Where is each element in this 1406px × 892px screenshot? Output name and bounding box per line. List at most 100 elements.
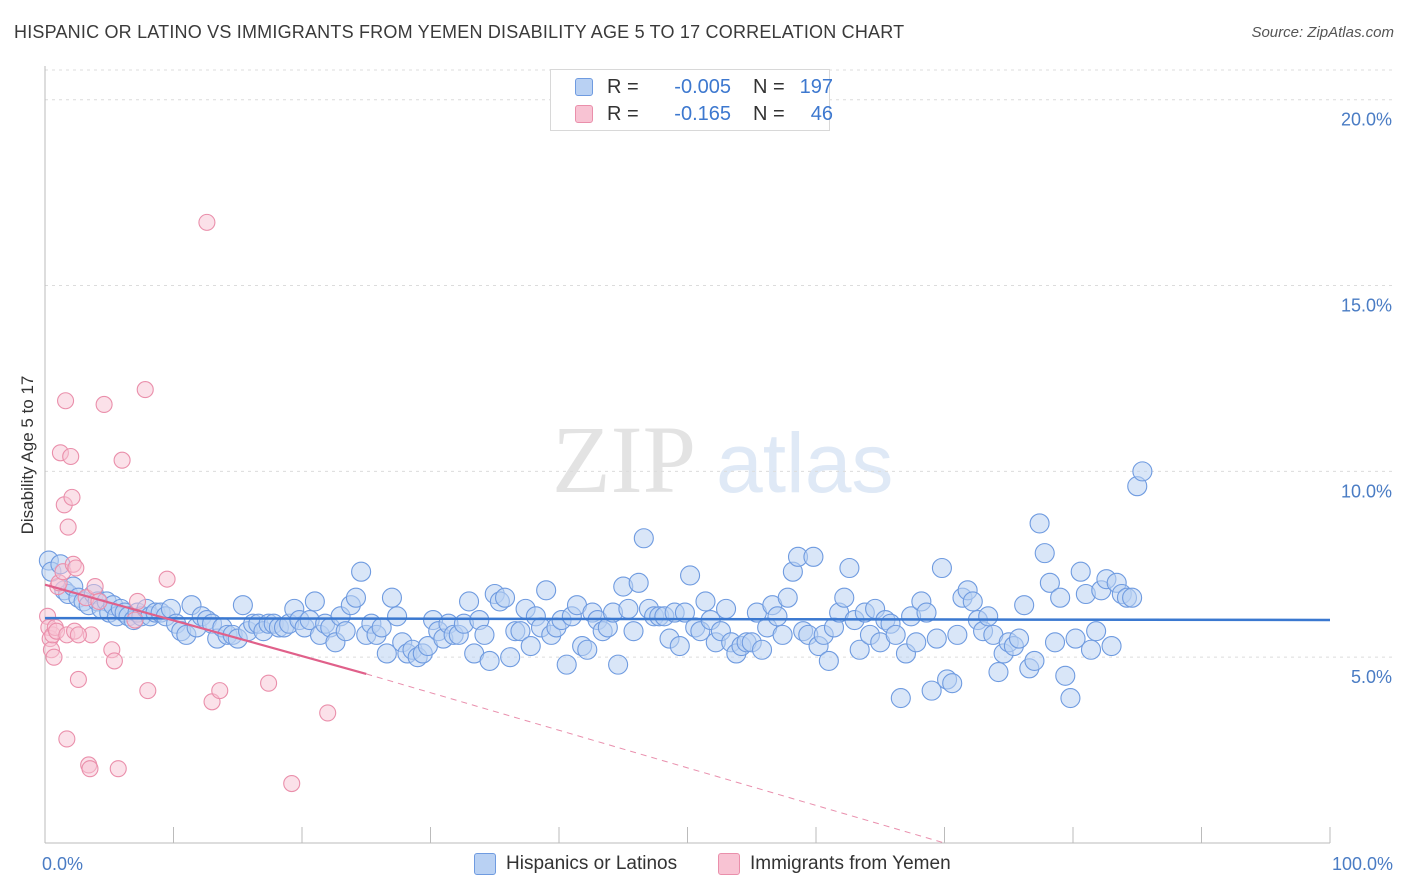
legend-r-value: -0.005 xyxy=(674,75,731,98)
point-yemen xyxy=(136,381,154,399)
point-yemen xyxy=(81,760,99,778)
legend-r-label: R = xyxy=(607,75,639,98)
point-yemen xyxy=(260,674,278,692)
point-hispanics xyxy=(906,632,927,653)
point-hispanics xyxy=(1080,639,1102,660)
point-yemen xyxy=(198,213,216,231)
point-hispanics xyxy=(818,650,839,671)
point-hispanics xyxy=(494,587,516,608)
point-hispanics xyxy=(1065,628,1086,649)
point-hispanics xyxy=(931,557,952,579)
point-hispanics xyxy=(834,587,855,608)
point-hispanics xyxy=(1014,595,1035,616)
legend-swatch-blue xyxy=(575,78,593,96)
point-yemen xyxy=(62,447,80,466)
point-hispanics xyxy=(500,647,521,668)
point-yemen xyxy=(283,774,301,793)
point-yemen xyxy=(319,704,337,722)
legend-n-value: 197 xyxy=(799,75,833,98)
x-tick-label-0: 0.0% xyxy=(42,854,83,874)
point-hispanics xyxy=(1055,665,1076,686)
stats-legend: R = -0.005 N = 197 R = -0.165 N = 46 xyxy=(550,69,833,131)
point-hispanics xyxy=(458,591,480,612)
legend-n-label: N = xyxy=(753,102,785,125)
point-hispanics xyxy=(474,624,495,645)
legend-n-label: N = xyxy=(753,75,785,98)
point-yemen xyxy=(109,760,127,778)
point-hispanics xyxy=(1034,543,1055,564)
point-yemen xyxy=(158,570,176,588)
y-axis-label: Disability Age 5 to 17 xyxy=(18,376,37,535)
point-yemen xyxy=(59,518,77,536)
legend-swatch-pink xyxy=(575,105,593,123)
y-tick-labels: 5.0% 10.0% 15.0% 20.0% xyxy=(1341,110,1392,687)
point-hispanics xyxy=(772,624,793,645)
point-hispanics xyxy=(751,639,773,660)
point-hispanics xyxy=(849,639,870,660)
trend-line-yemen xyxy=(44,583,367,675)
point-hispanics xyxy=(1060,688,1081,709)
point-hispanics xyxy=(885,624,906,645)
point-hispanics xyxy=(1024,650,1045,671)
point-hispanics xyxy=(767,606,788,627)
point-yemen xyxy=(126,611,144,629)
point-hispanics xyxy=(988,661,1009,683)
point-hispanics xyxy=(623,621,644,642)
point-yemen xyxy=(58,730,76,748)
trend-lines xyxy=(44,583,1331,844)
point-hispanics xyxy=(628,572,649,593)
point-hispanics xyxy=(1008,628,1030,649)
x-tick-labels: 0.0% 100.0% xyxy=(42,854,1393,874)
point-hispanics xyxy=(680,565,701,586)
point-yemen xyxy=(63,488,81,506)
point-hispanics xyxy=(1044,632,1066,653)
point-hispanics xyxy=(695,591,716,612)
legend-item-yemen: Immigrants from Yemen xyxy=(718,852,951,876)
point-hispanics xyxy=(335,621,356,642)
point-hispanics xyxy=(351,561,372,582)
trend-line-hispanics xyxy=(44,616,1331,622)
point-hispanics xyxy=(1101,635,1122,657)
point-yemen xyxy=(69,626,87,644)
grid-lines xyxy=(45,69,1392,658)
legend-r-value: -0.165 xyxy=(674,102,731,125)
legend-row-yemen: R = -0.165 N = 46 xyxy=(575,101,833,127)
legend-label-yemen: Immigrants from Yemen xyxy=(750,853,951,874)
point-hispanics xyxy=(978,606,999,627)
point-hispanics xyxy=(962,591,983,612)
point-hispanics xyxy=(376,643,397,664)
point-hispanics xyxy=(803,546,824,567)
point-hispanics xyxy=(942,673,963,694)
legend-swatch-blue xyxy=(474,853,496,875)
point-hispanics xyxy=(536,580,557,601)
point-hispanics xyxy=(926,628,947,649)
point-yemen xyxy=(86,578,104,596)
point-yemen xyxy=(113,451,131,469)
legend-n-value: 46 xyxy=(810,102,833,125)
point-yemen xyxy=(69,670,87,689)
point-yemen xyxy=(67,559,85,577)
point-hispanics xyxy=(304,591,325,612)
point-hispanics xyxy=(1122,587,1143,608)
axes xyxy=(44,66,1331,844)
point-hispanics xyxy=(577,639,598,660)
watermark-atlas: atlas xyxy=(716,416,893,510)
point-hispanics xyxy=(674,602,695,623)
point-yemen xyxy=(105,652,123,670)
point-hispanics xyxy=(618,598,639,619)
point-hispanics xyxy=(345,587,367,608)
chart-title: HISPANIC OR LATINO VS IMMIGRANTS FROM YE… xyxy=(14,22,905,42)
point-hispanics xyxy=(947,624,968,645)
point-yemen xyxy=(95,395,113,414)
y-tick-label-5: 5.0% xyxy=(1351,667,1392,687)
point-hispanics xyxy=(1132,461,1153,482)
source-label: Source: ZipAtlas.com xyxy=(1251,24,1394,41)
y-tick-label-20: 20.0% xyxy=(1341,110,1392,130)
series-hispanics-points xyxy=(38,461,1153,709)
point-yemen xyxy=(139,682,157,700)
point-hispanics xyxy=(916,602,937,623)
point-hispanics xyxy=(387,606,408,627)
point-hispanics xyxy=(510,621,531,642)
watermark-zip: ZIP xyxy=(552,406,696,513)
legend-r-label: R = xyxy=(607,102,639,125)
